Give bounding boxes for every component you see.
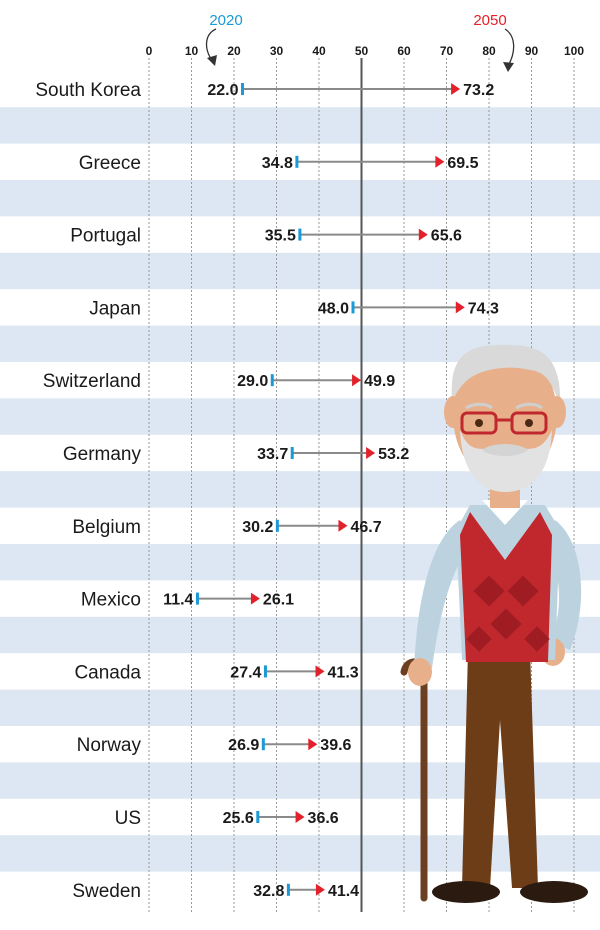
marker-2020	[275, 519, 279, 532]
marker-2050	[435, 155, 445, 168]
x-tick-label: 10	[185, 44, 199, 58]
value-label-2050: 46.7	[350, 519, 381, 536]
marker-2020	[263, 665, 267, 678]
marker-2020	[286, 883, 290, 896]
value-label-2020: 26.9	[228, 737, 259, 754]
country-label: South Korea	[35, 80, 141, 101]
value-label-2050: 26.1	[263, 592, 294, 609]
x-axis-ticks: 0 10 20 30 40 50 60 70 80 90 100	[146, 44, 585, 58]
marker-2020	[195, 592, 199, 605]
country-label: US	[115, 808, 141, 829]
value-label-2020: 33.7	[257, 446, 288, 463]
value-label-2050: 53.2	[378, 446, 409, 463]
row-band	[0, 107, 600, 144]
value-label-2050: 49.9	[364, 373, 395, 390]
legend-2050-label: 2050	[473, 12, 506, 29]
data-row: Norway 26.9 39.6	[77, 735, 352, 756]
value-label-2020: 25.6	[223, 810, 254, 827]
data-row: South Korea 22.0 73.2	[35, 80, 494, 101]
country-label: Canada	[74, 662, 141, 683]
country-label: Greece	[79, 153, 141, 174]
data-row: US 25.6 36.6	[115, 808, 339, 829]
marker-2020	[256, 811, 260, 823]
data-row: Canada 27.4 41.3	[74, 662, 358, 683]
x-tick-label: 70	[440, 44, 454, 58]
x-tick-label: 80	[482, 44, 496, 58]
country-label: Portugal	[70, 226, 141, 247]
marker-2050	[366, 447, 376, 459]
marker-2020	[351, 301, 355, 314]
grid-lines	[148, 58, 575, 912]
data-row: Switzerland 29.0 49.9	[43, 371, 396, 392]
x-tick-label: 90	[525, 44, 539, 58]
country-label: Sweden	[72, 881, 141, 902]
marker-2020	[261, 738, 265, 751]
marker-2020	[241, 83, 244, 95]
data-row: Japan 48.0 74.3	[89, 298, 499, 319]
data-row: Sweden 32.8 41.4	[72, 881, 359, 902]
legend-2050-arrowhead	[503, 62, 514, 72]
marker-2050	[338, 519, 348, 532]
value-label-2050: 39.6	[320, 737, 351, 754]
country-label: Norway	[77, 735, 142, 756]
value-label-2020: 22.0	[207, 82, 238, 99]
value-label-2050: 69.5	[447, 155, 478, 172]
value-label-2020: 30.2	[242, 519, 273, 536]
legend-2020-label: 2020	[209, 12, 242, 29]
data-row: Belgium 30.2 46.7	[72, 517, 381, 538]
value-label-2020: 11.4	[163, 592, 193, 609]
x-tick-label: 30	[270, 44, 284, 58]
country-label: Belgium	[72, 517, 141, 538]
value-label-2050: 36.6	[308, 810, 339, 827]
marker-2050	[352, 374, 362, 387]
row-band	[0, 252, 600, 290]
marker-2050	[315, 883, 325, 896]
value-label-2020: 27.4	[230, 664, 261, 681]
x-tick-label: 40	[312, 44, 326, 58]
country-label: Mexico	[81, 590, 141, 611]
x-tick-label: 100	[564, 44, 584, 58]
value-label-2050: 41.4	[328, 883, 359, 900]
x-tick-label: 0	[146, 44, 153, 58]
value-label-2020: 32.8	[253, 883, 284, 900]
value-label-2020: 48.0	[318, 300, 349, 317]
x-tick-label: 60	[397, 44, 411, 58]
row-band	[0, 180, 600, 217]
value-label-2050: 74.3	[468, 300, 499, 317]
marker-2050	[315, 665, 325, 678]
country-label: Switzerland	[43, 371, 141, 392]
data-rows: South Korea 22.0 73.2 Greece 34.8 69.5 Portuga…	[35, 80, 499, 902]
value-label-2050: 41.3	[328, 664, 359, 681]
data-row: Portugal 35.5 65.6	[70, 226, 462, 247]
value-label-2020: 35.5	[265, 228, 296, 245]
country-label: Japan	[89, 298, 141, 319]
marker-2050	[455, 301, 465, 314]
row-band	[0, 762, 600, 799]
value-label-2050: 65.6	[431, 228, 462, 245]
legend-2050-arrow	[504, 28, 515, 67]
data-row: Mexico 11.4 26.1	[81, 590, 294, 611]
elderly-man-illustration	[400, 345, 588, 903]
legend-2020-arrowhead	[207, 55, 217, 66]
marker-2020	[290, 447, 294, 459]
data-row: Germany 33.7 53.2	[63, 444, 409, 465]
marker-2020	[270, 374, 274, 387]
x-tick-label: 50	[355, 44, 369, 58]
value-label-2050: 73.2	[463, 82, 494, 99]
value-label-2020: 34.8	[262, 155, 293, 172]
x-tick-label: 20	[227, 44, 241, 58]
row-band	[0, 835, 600, 872]
marker-2020	[298, 228, 302, 241]
marker-2050	[418, 228, 428, 241]
marker-2050	[451, 83, 461, 95]
value-label-2020: 29.0	[237, 373, 268, 390]
marker-2020	[295, 155, 299, 168]
country-label: Germany	[63, 444, 142, 465]
chart-legend: 2020 2050	[205, 12, 515, 72]
marker-2050	[250, 592, 260, 605]
marker-2050	[308, 738, 318, 751]
data-row: Greece 34.8 69.5	[79, 153, 479, 174]
marker-2050	[295, 811, 305, 823]
